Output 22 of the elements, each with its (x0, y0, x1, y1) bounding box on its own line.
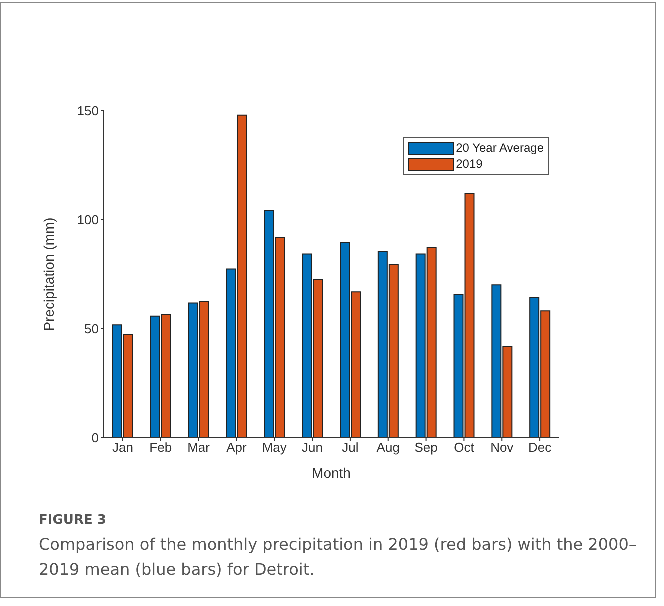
x-axis-title: Month (312, 465, 351, 481)
y-tick-label: 100 (77, 212, 99, 228)
x-tick-label: Apr (226, 440, 248, 456)
y-tick-label: 0 (92, 430, 99, 446)
x-tick-label: Jul (342, 440, 359, 456)
x-tick-label: Nov (490, 440, 514, 456)
x-tick-label: Sep (414, 440, 438, 456)
x-tick-label: Jun (302, 440, 324, 456)
caption: FIGURE 3 (39, 513, 108, 528)
x-tick-label: Jan (112, 440, 134, 456)
x-tick-label: Feb (150, 440, 172, 456)
y-axis-title: Precipitation (mm) (40, 218, 57, 332)
x-tick-label: May (262, 440, 288, 456)
x-tick-label: Aug (376, 440, 400, 456)
x-tick-label: Mar (188, 440, 211, 456)
text: Comparison of the monthly precipitation in 2019 (red bars) with the 2000–2019 mean (blue bars) for Detroit. (39, 534, 638, 581)
y-tick-label: 150 (77, 104, 99, 119)
x-tick-label: Dec (528, 440, 552, 456)
y-tick-label: 50 (84, 322, 99, 337)
x-tick-label: Oct (454, 440, 475, 456)
legend-label: 2019 (456, 157, 483, 171)
legend-label: 20 Year Average (456, 141, 544, 155)
